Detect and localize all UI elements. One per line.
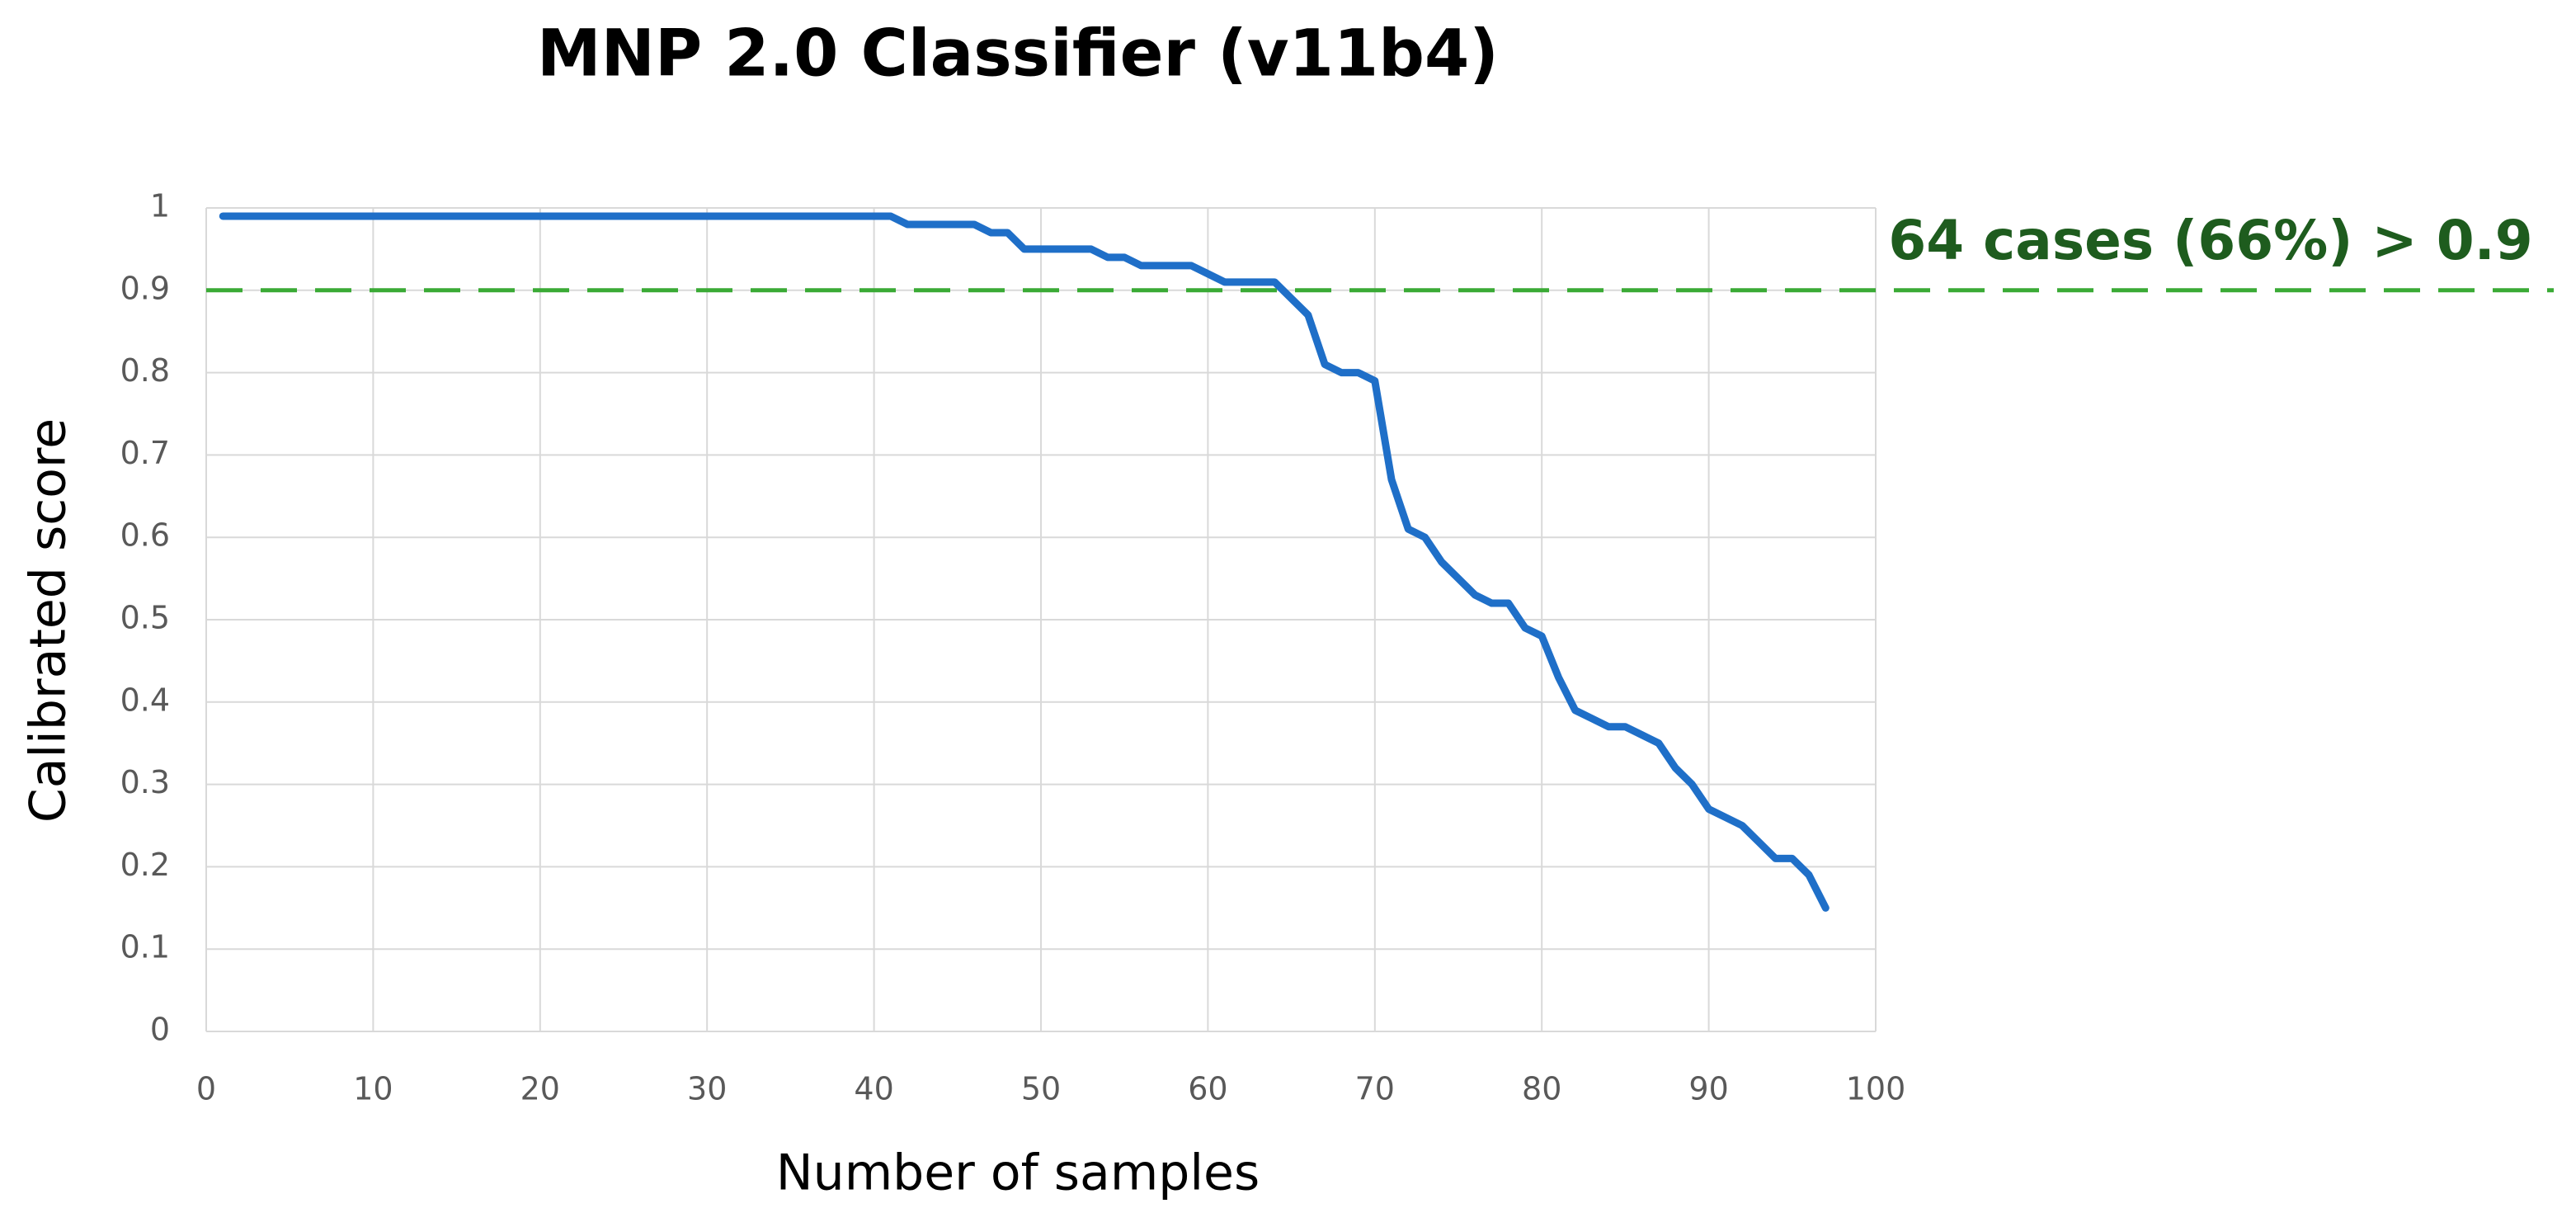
y-tick-label: 0.9 xyxy=(120,270,170,306)
y-axis-label: Calibrated score xyxy=(20,418,78,823)
x-tick-label: 20 xyxy=(520,1071,560,1107)
y-tick-label: 0 xyxy=(150,1012,170,1048)
y-tick-label: 1 xyxy=(150,188,170,224)
x-tick-label: 50 xyxy=(1021,1071,1061,1107)
x-tick-label: 80 xyxy=(1522,1071,1561,1107)
x-tick-label: 30 xyxy=(687,1071,727,1107)
y-tick-label: 0.3 xyxy=(120,764,170,800)
y-tick-label: 0.8 xyxy=(120,352,170,389)
x-tick-label: 90 xyxy=(1688,1071,1728,1107)
data-line xyxy=(219,212,1830,912)
x-tick-label: 70 xyxy=(1355,1071,1395,1107)
chart-title: MNP 2.0 Classifier (v11b4) xyxy=(537,17,1499,91)
y-tick-label: 0.5 xyxy=(120,600,170,636)
y-tick-label: 0.6 xyxy=(120,517,170,554)
x-tick-label: 10 xyxy=(353,1071,393,1107)
y-tick-label: 0.7 xyxy=(120,435,170,471)
y-tick-label: 0.4 xyxy=(120,682,170,718)
y-tick-label: 0.2 xyxy=(120,847,170,883)
x-tick-label: 100 xyxy=(1846,1071,1906,1107)
x-axis-label: Number of samples xyxy=(776,1144,1260,1202)
reference-label: 64 cases (66%) > 0.9 xyxy=(1888,209,2532,272)
x-tick-label: 0 xyxy=(196,1071,216,1107)
x-tick-label: 40 xyxy=(854,1071,893,1107)
y-tick-label: 0.1 xyxy=(120,929,170,965)
x-tick-label: 60 xyxy=(1188,1071,1227,1107)
